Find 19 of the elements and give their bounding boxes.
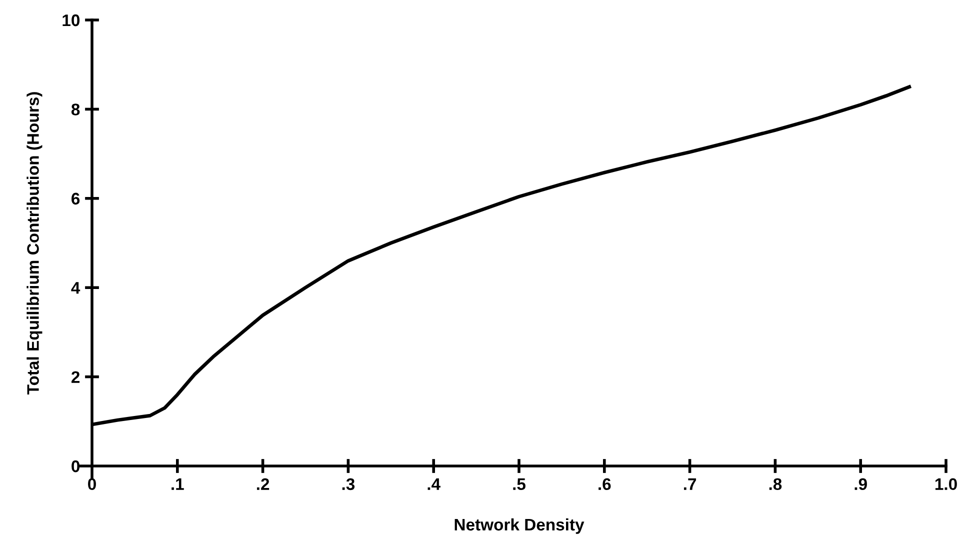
x-tick-label: 1.0 — [935, 478, 957, 490]
x-tick-label: .2 — [256, 478, 270, 490]
x-tick-label: .8 — [769, 478, 782, 490]
y-tick-label: 8 — [71, 104, 80, 116]
x-tick-label: .3 — [342, 478, 355, 490]
x-tick-label: .5 — [513, 478, 526, 490]
y-tick-label: 2 — [72, 371, 80, 383]
y-tick-label: 4 — [71, 282, 80, 294]
x-tick-label: .7 — [684, 478, 696, 490]
x-tick-label: .6 — [598, 478, 611, 490]
y-axis-title: Total Equilibrium Contribution (Hours) — [26, 92, 42, 394]
x-axis-title: Network Density — [454, 518, 584, 534]
x-tick-label: 0 — [88, 478, 96, 490]
x-tick-label: .1 — [172, 478, 184, 490]
y-tick-label: 6 — [72, 192, 80, 205]
x-tick-label: .4 — [428, 478, 440, 490]
y-tick-label: 0 — [72, 460, 80, 472]
y-tick-label: 10 — [62, 14, 80, 26]
x-tick-label: .9 — [854, 478, 867, 490]
